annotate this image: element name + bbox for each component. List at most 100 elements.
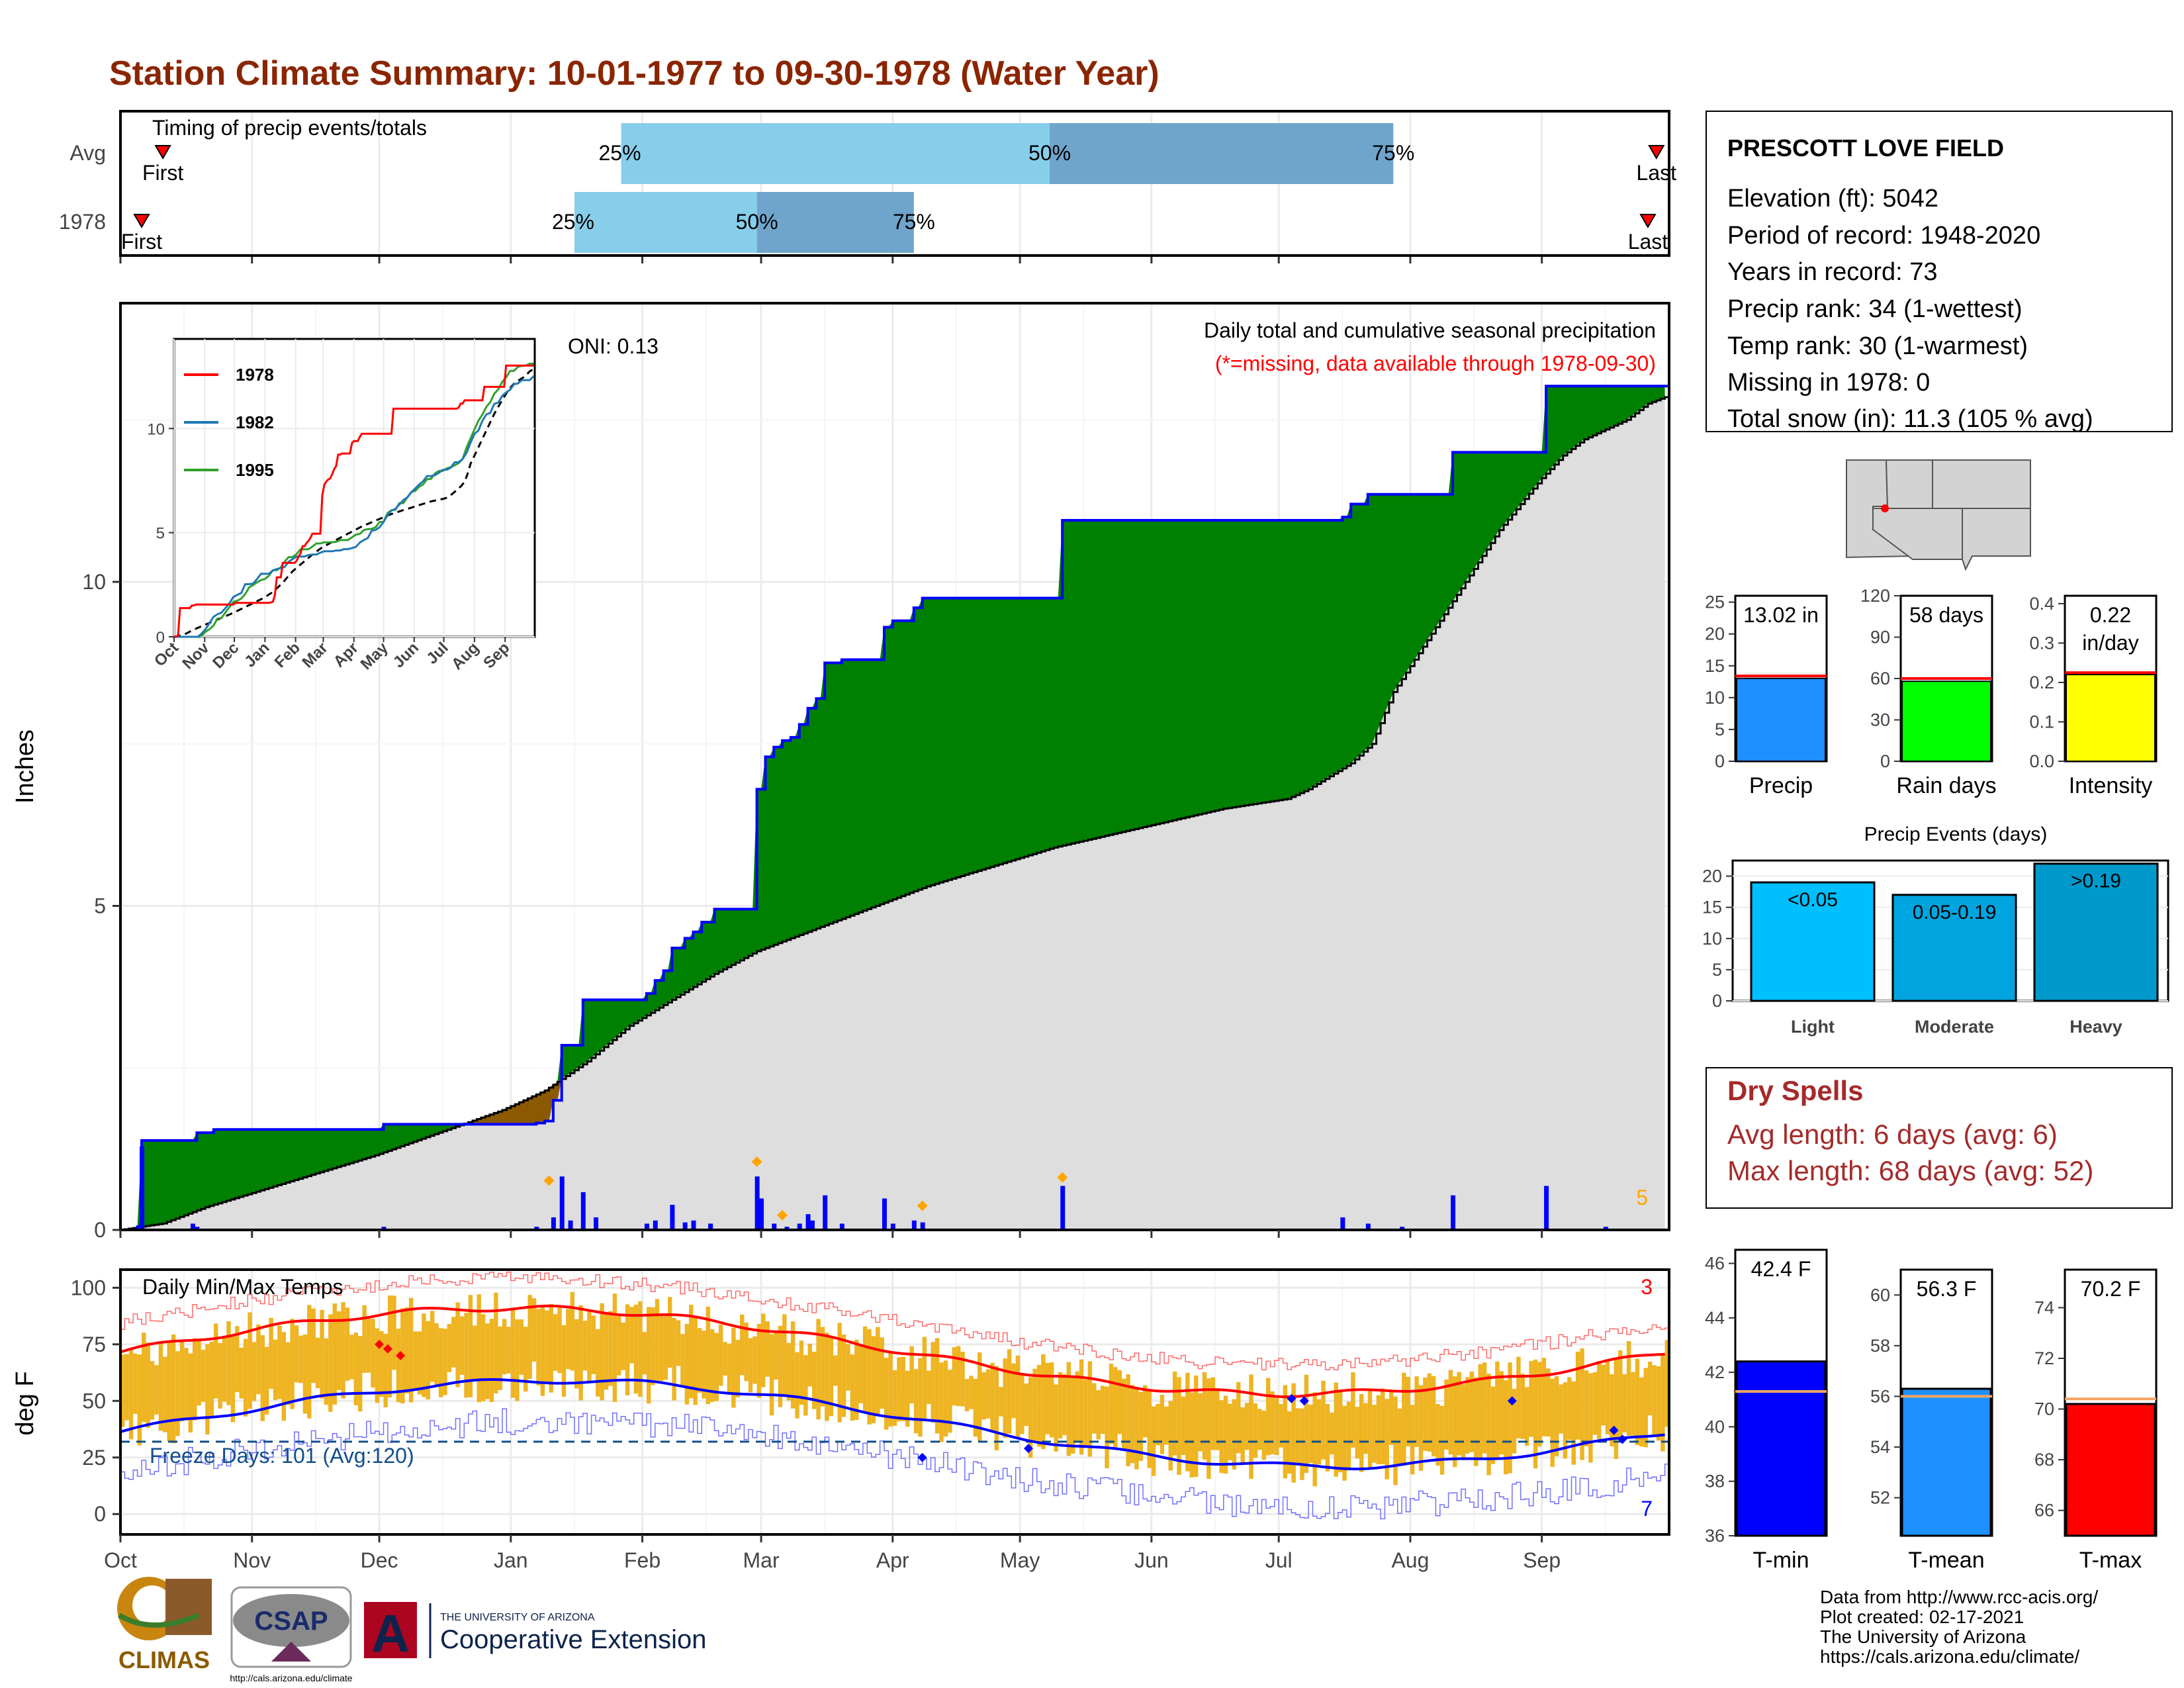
daily-temp-bar <box>888 1353 893 1427</box>
daily-precip-bar <box>140 1146 145 1230</box>
daily-temp-bar <box>1181 1396 1186 1455</box>
timing-bar-25-50 <box>621 123 1050 184</box>
daily-temp-bar <box>506 1327 511 1374</box>
temp-summary-bar-charts: 36 38 40 42 44 46 42.4 F T-min 52 54 56 58 60 56.3 F T… <box>1705 1248 2158 1573</box>
summary-bar-ytick-label: 120 <box>1860 586 1890 606</box>
daily-temp-bar <box>1215 1387 1220 1450</box>
daily-temp-bar <box>880 1337 884 1409</box>
daily-temp-bar <box>1066 1362 1071 1456</box>
daily-temp-bar <box>1007 1349 1012 1434</box>
daily-temp-bar <box>1011 1363 1016 1419</box>
daily-temp-bar <box>1508 1362 1512 1474</box>
temp-summary-ytick-label: 60 <box>1870 1285 1890 1305</box>
daily-temp-bar <box>1482 1362 1487 1454</box>
daily-temp-bar <box>1486 1374 1491 1476</box>
daily-temp-bar <box>1172 1371 1177 1456</box>
daily-precip-bar <box>1340 1217 1345 1230</box>
daily-temp-bar <box>1253 1403 1258 1458</box>
daily-temp-bar <box>846 1344 850 1391</box>
daily-temp-bar <box>154 1365 159 1415</box>
temp-summary-ytick-label: 66 <box>2034 1501 2054 1521</box>
daily-temp-bar <box>1041 1354 1046 1449</box>
daily-temp-bar <box>218 1342 222 1409</box>
daily-temp-bar <box>600 1303 604 1401</box>
inset-series-1982 <box>174 375 535 638</box>
daily-temp-bar <box>426 1321 430 1400</box>
csap-logo-text: CSAP <box>254 1607 328 1636</box>
daily-temp-bar <box>192 1338 197 1421</box>
summary-bar-ytick-label: 20 <box>1705 624 1725 644</box>
daily-temp-bar <box>1423 1377 1428 1451</box>
events-ytick-label: 0 <box>1712 991 1722 1011</box>
daily-temp-bar <box>553 1314 558 1371</box>
daily-temp-bar <box>1168 1401 1173 1471</box>
temp-summary-ytick-label: 72 <box>2034 1348 2054 1368</box>
temp-summary-label: T-mean <box>1908 1548 1984 1573</box>
daily-temp-bar <box>1652 1365 1657 1437</box>
csap-logo-url: http://cals.arizona.edu/climate <box>230 1673 352 1683</box>
daily-temp-bar <box>570 1291 574 1371</box>
daily-temp-bar <box>1105 1386 1109 1469</box>
daily-precip-bar <box>759 1198 764 1230</box>
month-label-feb: Feb <box>624 1548 660 1572</box>
daily-temp-bar <box>952 1347 956 1406</box>
daily-temp-bar <box>1618 1350 1623 1438</box>
daily-temp-bar <box>918 1358 923 1437</box>
daily-temp-bar <box>1219 1400 1224 1474</box>
daily-temp-bar <box>1664 1340 1669 1427</box>
daily-temp-bar <box>1036 1364 1042 1447</box>
daily-temp-bar <box>1439 1405 1445 1475</box>
daily-temp-bar <box>222 1337 227 1402</box>
timing-first-marker <box>133 214 150 228</box>
timing-bar-50-75 <box>756 192 914 253</box>
daily-temp-bar <box>1279 1403 1283 1448</box>
daily-temp-bar <box>1559 1384 1563 1434</box>
daily-precip-bar <box>772 1223 777 1230</box>
record-low-line <box>120 1408 1669 1520</box>
summary-bar-value: 58 days <box>1909 603 1983 627</box>
daily-precip-bar <box>580 1192 586 1230</box>
ua-cooperative-extension-logo: A THE UNIVERSITY OF ARIZONA Cooperative … <box>364 1602 706 1663</box>
daily-temp-bar <box>927 1370 931 1404</box>
daily-precip-bar <box>1060 1186 1066 1230</box>
daily-temp-bar <box>816 1319 821 1420</box>
daily-precip-bar <box>1603 1227 1608 1230</box>
station-info-box: PRESCOTT LOVE FIELD Elevation (ft): 5042… <box>1706 111 2173 433</box>
record-high-line <box>120 1272 1669 1371</box>
daily-temp-bar <box>120 1354 125 1427</box>
daily-temp-bar <box>1351 1372 1355 1448</box>
precip-events-title: Precip Events (days) <box>1864 823 2048 845</box>
daily-temp-bar <box>1571 1381 1576 1465</box>
temp-summary-bar-t-min <box>1735 1360 1827 1537</box>
precip-ytick-label: 5 <box>94 894 106 917</box>
daily-temp-bar <box>905 1370 910 1427</box>
daily-precip-bar <box>890 1223 895 1230</box>
daily-temp-bar <box>1431 1376 1436 1456</box>
daily-temp-bar <box>1232 1399 1237 1470</box>
daily-temp-bar <box>795 1352 799 1419</box>
month-label-dec: Dec <box>361 1548 398 1572</box>
daily-temp-bar <box>188 1353 193 1432</box>
daily-temp-bar <box>1109 1364 1114 1444</box>
daily-precip-bar <box>1400 1227 1405 1230</box>
daily-temp-bar <box>1240 1407 1245 1464</box>
temp-summary-ytick-label: 38 <box>1705 1472 1725 1491</box>
daily-temp-bar <box>752 1336 757 1384</box>
temp-ytick-label: 0 <box>94 1502 106 1526</box>
daily-temp-bar <box>1164 1406 1169 1445</box>
daily-temp-bar <box>1605 1360 1610 1434</box>
daily-temp-bar <box>540 1305 545 1396</box>
daily-temp-bar <box>1210 1377 1216 1450</box>
daily-temp-bar <box>557 1307 562 1374</box>
snow-day-diamond <box>917 1200 928 1211</box>
daily-temp-bar <box>1546 1368 1551 1437</box>
daily-temp-bar <box>417 1331 422 1395</box>
daily-temp-bar <box>1308 1405 1313 1464</box>
month-label-oct: Oct <box>104 1548 137 1572</box>
daily-temp-bar <box>1359 1393 1364 1472</box>
temp-panel: Daily Min/Max Temps Freeze Days: 101 (Av… <box>11 1268 1670 1572</box>
summary-bar-ytick-label: 0.3 <box>2029 633 2054 653</box>
summary-bar-intensity <box>2066 674 2156 762</box>
temp-summary-ytick-label: 40 <box>1705 1417 1725 1436</box>
daily-temp-bar <box>655 1299 660 1381</box>
